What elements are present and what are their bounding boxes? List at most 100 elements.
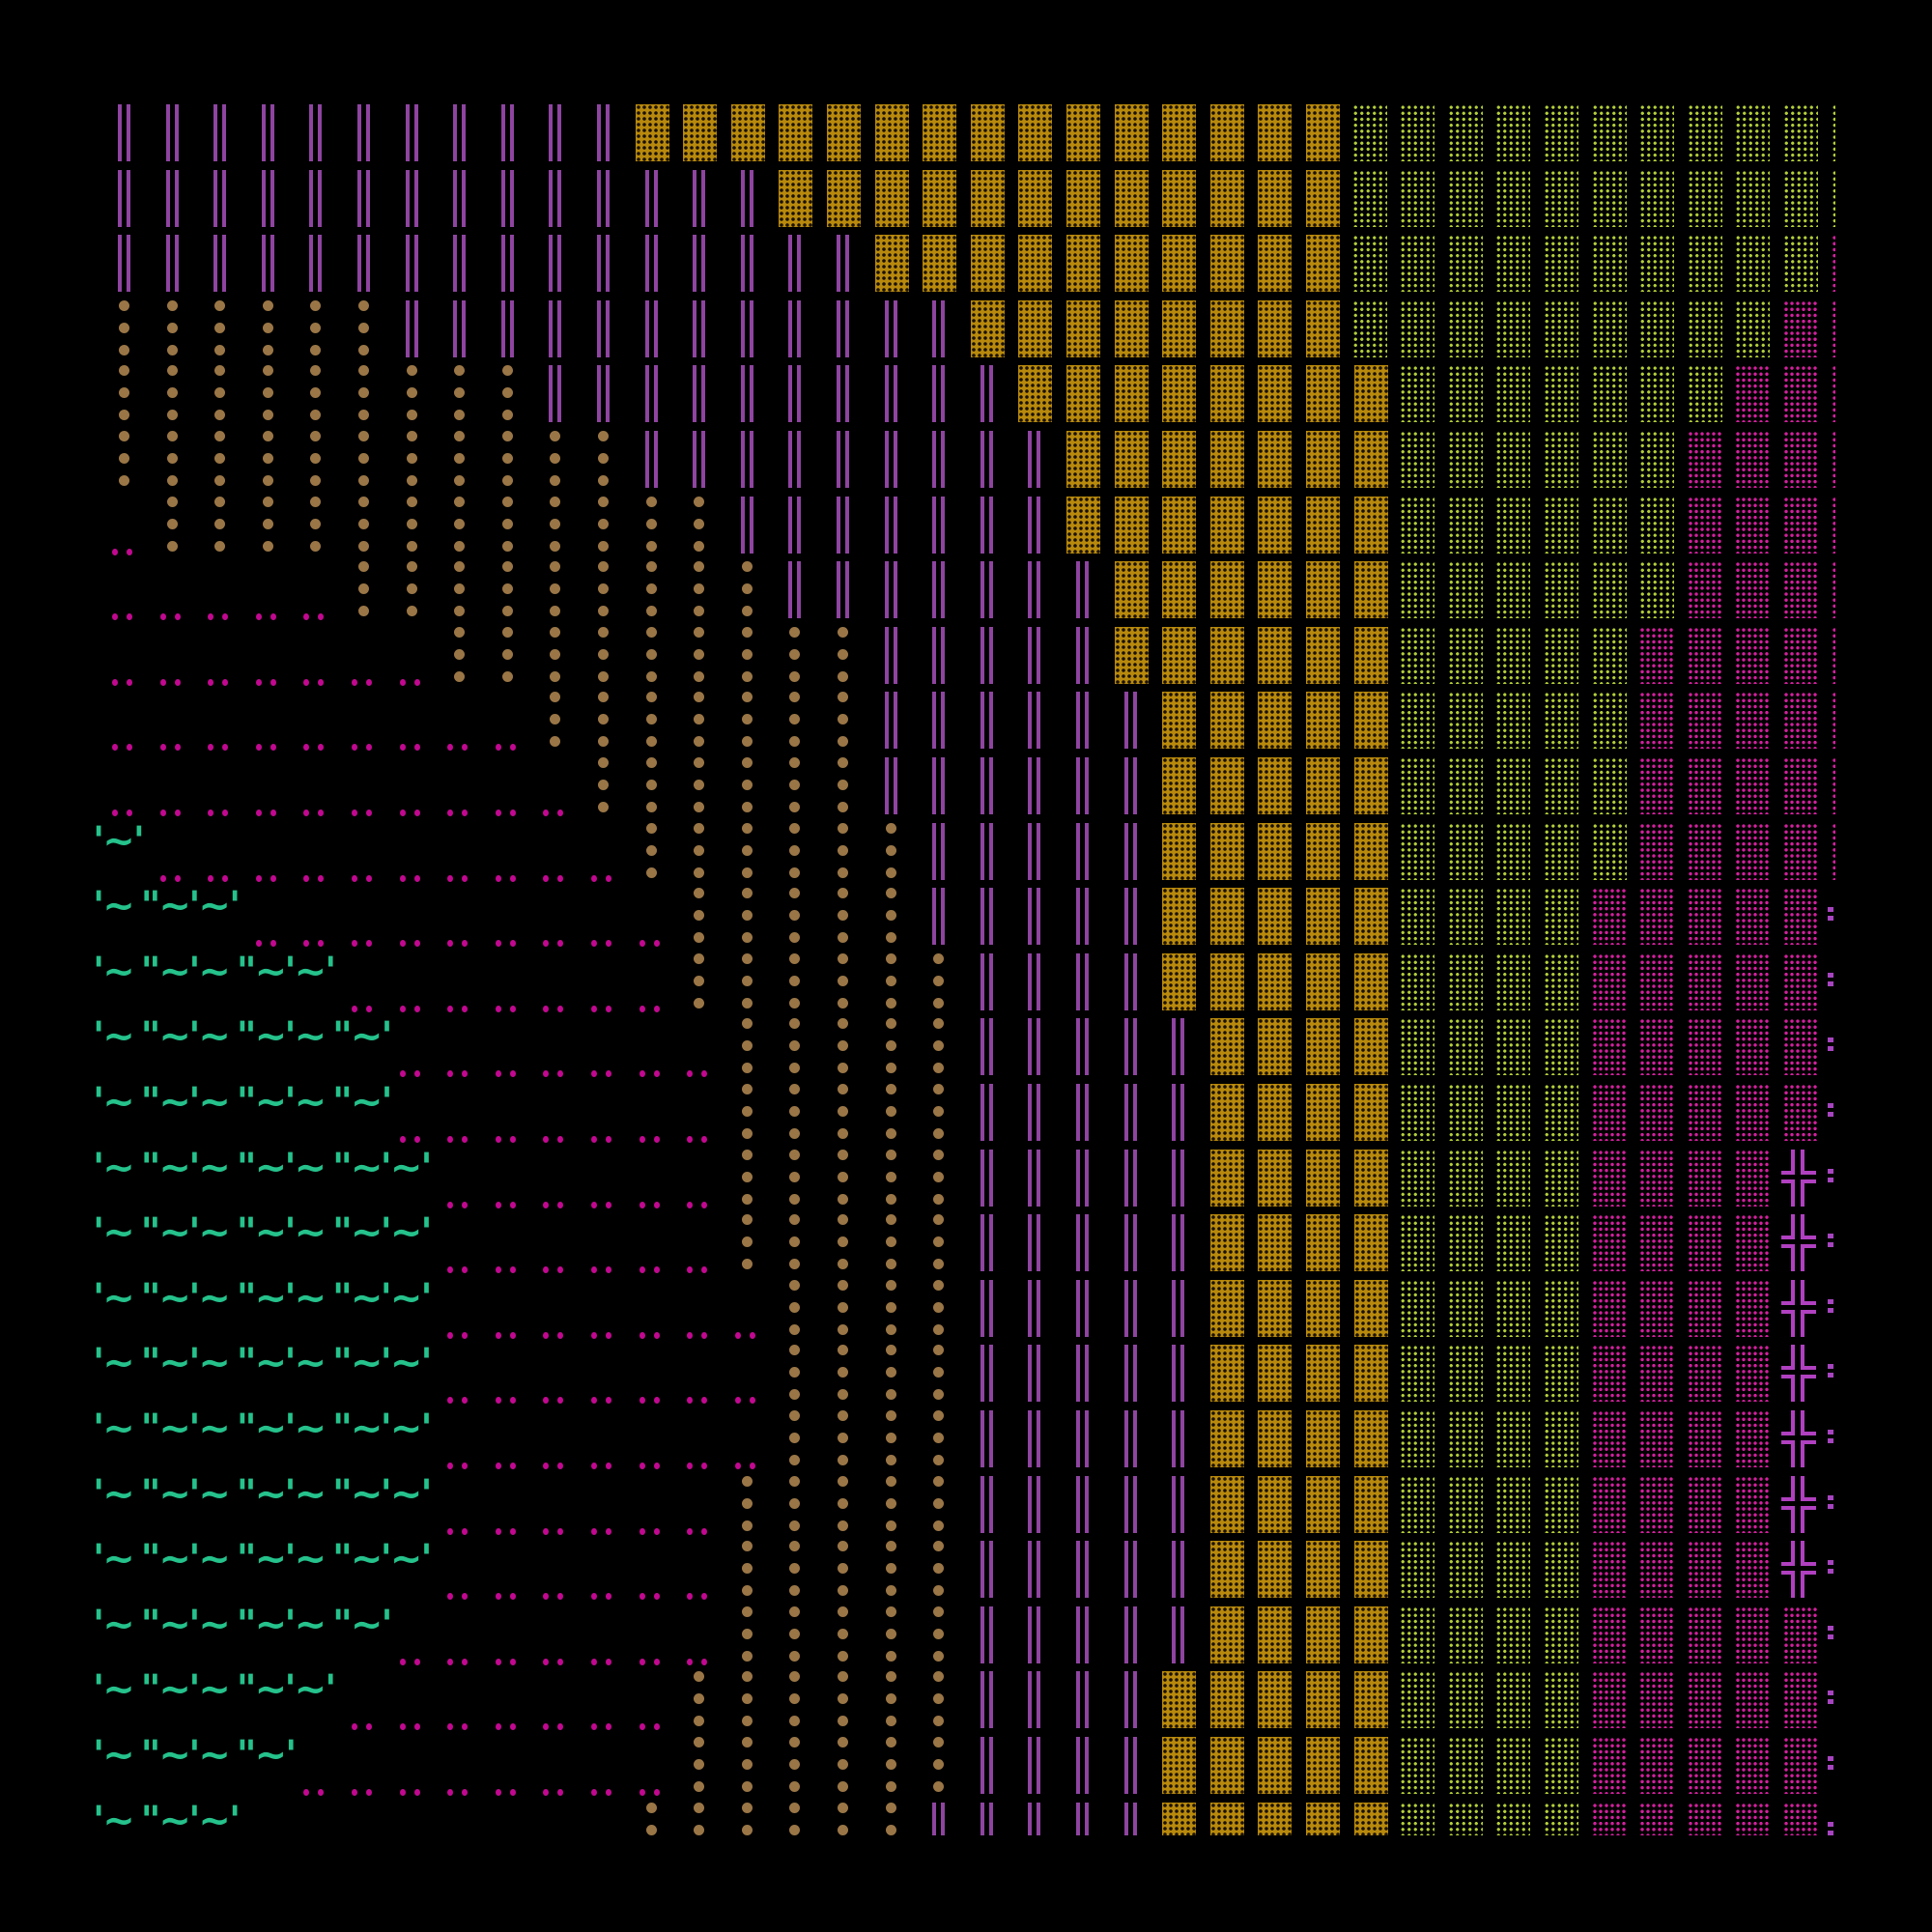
red-dot <box>591 1005 597 1012</box>
cell-purple-double-bar <box>1010 493 1059 558</box>
cell-yellow-dot-texture <box>1394 166 1442 232</box>
gold-block <box>1162 1737 1197 1794</box>
teal-tilde-glyph: '~ <box>93 1667 135 1713</box>
brown-dot <box>645 626 657 638</box>
cell-brown-dot-column <box>819 1603 867 1668</box>
brown-dot <box>741 822 753 834</box>
purple-bar <box>988 365 993 423</box>
magenta-dot-texture <box>1783 757 1818 814</box>
cell-gold-block <box>1250 1276 1298 1342</box>
purple-bar <box>1037 1279 1041 1337</box>
purple-bar <box>606 169 610 227</box>
cell-red-dot-pair <box>484 1146 532 1211</box>
red-dot <box>591 1266 597 1274</box>
brown-dot <box>789 1106 801 1117</box>
brown-dot <box>454 540 466 552</box>
red-dot <box>462 874 469 882</box>
cell-purple-cross <box>1777 1472 1826 1538</box>
purple-bar <box>653 299 658 357</box>
brown-dot <box>933 952 945 964</box>
purple-bar <box>693 235 697 293</box>
yellow-dot-texture <box>1495 1410 1531 1467</box>
magenta-dot-texture <box>1783 431 1818 488</box>
brown-dot <box>214 365 226 377</box>
cell-brown-dot-column <box>819 1341 867 1406</box>
brown-dot <box>166 299 178 311</box>
red-dot <box>413 678 420 686</box>
cell-gold-block <box>1347 361 1395 427</box>
red-dot <box>127 810 132 816</box>
cell-red-dot-pair <box>628 1537 676 1603</box>
cell-yellow-dot-texture <box>1538 557 1586 623</box>
cell-purple-double-bar <box>1154 1406 1203 1472</box>
purple-bar <box>1180 1149 1185 1207</box>
purple-bar <box>270 169 274 227</box>
cell-red-dot-pair <box>292 884 340 950</box>
cell-teal-tilde: '~' <box>188 1799 244 1835</box>
cell-red-dot-pair <box>531 1146 580 1211</box>
brown-dot <box>550 453 561 464</box>
brown-dot <box>885 1802 896 1813</box>
cell-gold-block <box>1250 1667 1298 1733</box>
red-dot <box>447 1658 454 1665</box>
cell-yellow-dot-texture <box>1394 297 1442 362</box>
cell-teal-tilde: "~ <box>237 1472 293 1538</box>
cell-red-dot-pair <box>292 688 340 753</box>
purple-bar <box>1132 1410 1137 1467</box>
teal-tilde-glyph: "~ <box>236 1537 287 1582</box>
red-dot <box>399 744 406 752</box>
red-dot <box>591 1789 597 1796</box>
purple-bar <box>1123 1214 1128 1272</box>
cell-purple-double-bar <box>628 166 676 232</box>
brown-dot <box>885 1149 896 1160</box>
cell-brown-dot-column <box>436 557 484 623</box>
magenta-dot-texture <box>1687 1018 1722 1076</box>
cell-purple-double-bar <box>963 623 1011 689</box>
gold-block <box>1018 235 1053 293</box>
brown-dot <box>838 1671 848 1683</box>
teal-tilde-glyph: "~ <box>140 949 191 994</box>
brown-dot <box>933 1759 945 1770</box>
gold-block <box>1306 1214 1340 1272</box>
red-dot <box>653 1005 660 1012</box>
purple-bar <box>701 235 706 293</box>
cell-yellow-dot-texture <box>1442 950 1491 1015</box>
red-dot <box>495 1201 501 1208</box>
brown-dot <box>838 1541 848 1552</box>
cell-magenta-dot-texture <box>1729 493 1777 558</box>
magenta-dot-texture <box>1639 952 1675 1010</box>
magenta-dot-texture <box>1783 1605 1818 1663</box>
purple-bar <box>1180 1345 1185 1403</box>
cell-yellow-dot-texture <box>1490 361 1538 427</box>
purple-bar <box>797 299 802 357</box>
cell-brown-dot-column <box>771 1472 819 1538</box>
brown-dot <box>214 344 226 355</box>
cell-purple-double-bar <box>915 493 963 558</box>
cell-purple-double-bar <box>963 1341 1011 1406</box>
purple-bar <box>1028 1410 1033 1467</box>
cell-purple-double-bar <box>580 166 628 232</box>
cell-teal-tilde: "~' <box>332 1603 393 1668</box>
cell-brown-dot-column <box>580 427 628 493</box>
gold-block <box>923 169 957 227</box>
red-dot <box>543 1527 550 1535</box>
brown-dot <box>501 670 513 682</box>
cell-gold-block <box>771 166 819 232</box>
purple-bar <box>1076 561 1080 619</box>
cell-teal-tilde: '~ <box>284 1341 340 1406</box>
brown-dot <box>741 757 753 768</box>
gold-block <box>1258 952 1293 1010</box>
cell-red-dot-pair <box>196 753 244 819</box>
red-dot <box>413 874 420 882</box>
purple-bar <box>644 235 649 293</box>
cell-purple-colon <box>1826 1799 1835 1835</box>
teal-tilde-glyph: '~' <box>380 1341 433 1386</box>
purple-bar <box>1076 626 1080 684</box>
purple-bar <box>941 431 946 488</box>
cell-purple-double-bar <box>867 753 916 819</box>
brown-dot <box>838 802 848 812</box>
cell-yellow-dot-texture <box>1442 884 1491 950</box>
purple-bar <box>1037 1018 1041 1076</box>
cell-gold-block <box>1107 557 1155 623</box>
purple-bar <box>1076 1737 1080 1794</box>
